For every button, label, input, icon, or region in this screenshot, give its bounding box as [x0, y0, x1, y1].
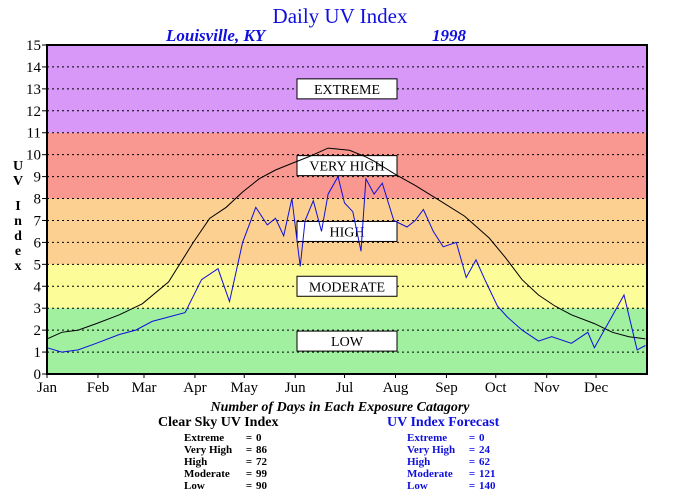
y-tick-label: 0 [34, 367, 42, 383]
row-label: Very High [407, 444, 456, 456]
table-row: Low = 140 [407, 480, 509, 492]
table-row: Extreme = 0 [184, 432, 286, 444]
x-tick-label: Aug [383, 380, 409, 396]
uv-index-chart: 0123456789101112131415LOWMODERATEHIGHVER… [13, 38, 648, 396]
y-tick-label: 8 [34, 192, 42, 208]
row-label: Moderate [407, 468, 453, 480]
band-label: VERY HIGH [309, 160, 384, 175]
row-label: High [407, 456, 431, 468]
chart-title: Daily UV Index [272, 4, 408, 28]
table-row: Very High = 86 [184, 444, 286, 456]
x-tick-label: Jan [37, 380, 57, 396]
row-label: Low [184, 480, 205, 492]
equals-sign: = [468, 432, 476, 444]
row-value: 99 [256, 468, 267, 480]
table-row: Very High = 24 [407, 444, 509, 456]
x-tick-label: Oct [485, 380, 507, 396]
clear-sky-table-title: Clear Sky UV Index [158, 415, 279, 430]
y-tick-label: 14 [26, 60, 42, 76]
band-label: EXTREME [314, 83, 380, 98]
x-tick-label: Feb [87, 380, 110, 396]
equals-sign: = [468, 468, 476, 480]
y-tick-label: 11 [27, 126, 41, 142]
equals-sign: = [245, 480, 253, 492]
band-label-box [296, 275, 398, 297]
y-tick-label: 12 [26, 104, 41, 120]
y-tick-label: 13 [26, 82, 41, 98]
x-tick-label: Apr [183, 380, 206, 396]
x-tick-label: Dec [584, 380, 608, 396]
x-tick-label: Jun [285, 380, 306, 396]
y-tick-label: 9 [34, 170, 42, 186]
row-label: High [184, 456, 208, 468]
x-tick-label: Jul [336, 380, 354, 396]
y-tick-label: 2 [34, 323, 42, 339]
forecast-table-title: UV Index Forecast [387, 415, 500, 430]
row-value: 140 [479, 480, 496, 492]
band-label: HIGH [330, 225, 365, 240]
row-value: 72 [256, 456, 267, 468]
series-line-clear-sky-uv-index [46, 147, 646, 340]
y-tick-label: 7 [34, 213, 42, 229]
table-row: Moderate = 121 [407, 468, 509, 480]
y-tick-label: 1 [34, 345, 42, 361]
x-tick-label: May [231, 380, 259, 396]
row-label: Very High [184, 444, 233, 456]
band-label: LOW [331, 335, 364, 350]
x-tick-label: Mar [131, 380, 156, 396]
equals-sign: = [245, 432, 253, 444]
y-tick-label: 3 [34, 301, 42, 317]
row-value: 121 [479, 468, 496, 480]
equals-sign: = [245, 456, 253, 468]
y-tick-label: 15 [26, 38, 41, 54]
table-row: High = 62 [407, 456, 509, 468]
table-row: Low = 90 [184, 480, 286, 492]
band-label: MODERATE [309, 280, 385, 295]
row-value: 62 [479, 456, 490, 468]
y-tick-label: 4 [34, 279, 42, 295]
x-tick-label: Nov [534, 380, 560, 396]
row-value: 86 [256, 444, 267, 456]
row-value: 0 [256, 432, 262, 444]
table-row: High = 72 [184, 456, 286, 468]
row-label: Extreme [407, 432, 448, 444]
clear-sky-table: Clear Sky UV Index Extreme = 0 Very High = 8… [158, 415, 286, 492]
equals-sign: = [468, 456, 476, 468]
y-tick-label: 5 [34, 257, 42, 273]
series-line-uv-index-forecast [46, 175, 646, 353]
year-label: 1998 [432, 26, 466, 45]
table-row: Moderate = 99 [184, 468, 286, 480]
row-label: Low [407, 480, 428, 492]
forecast-table: UV Index Forecast Extreme = 0 Very High = 24… [387, 415, 509, 492]
plot-frame [46, 44, 648, 375]
row-label: Moderate [184, 468, 230, 480]
row-label: Extreme [184, 432, 225, 444]
table-row: Extreme = 0 [407, 432, 509, 444]
equals-sign: = [468, 444, 476, 456]
row-value: 24 [479, 444, 490, 456]
x-tick-label: Sep [435, 380, 458, 396]
equals-sign: = [245, 468, 253, 480]
y-tick-label: 6 [34, 235, 42, 251]
days-category-title: Number of Days in Each Exposure Catagory [210, 400, 470, 415]
row-value: 90 [256, 480, 267, 492]
location-label: Louisville, KY [166, 26, 266, 45]
row-value: 0 [479, 432, 485, 444]
band-label-box [296, 330, 398, 352]
y-tick-label: 10 [26, 148, 41, 164]
band-label-box [296, 78, 398, 100]
equals-sign: = [245, 444, 253, 456]
equals-sign: = [468, 480, 476, 492]
